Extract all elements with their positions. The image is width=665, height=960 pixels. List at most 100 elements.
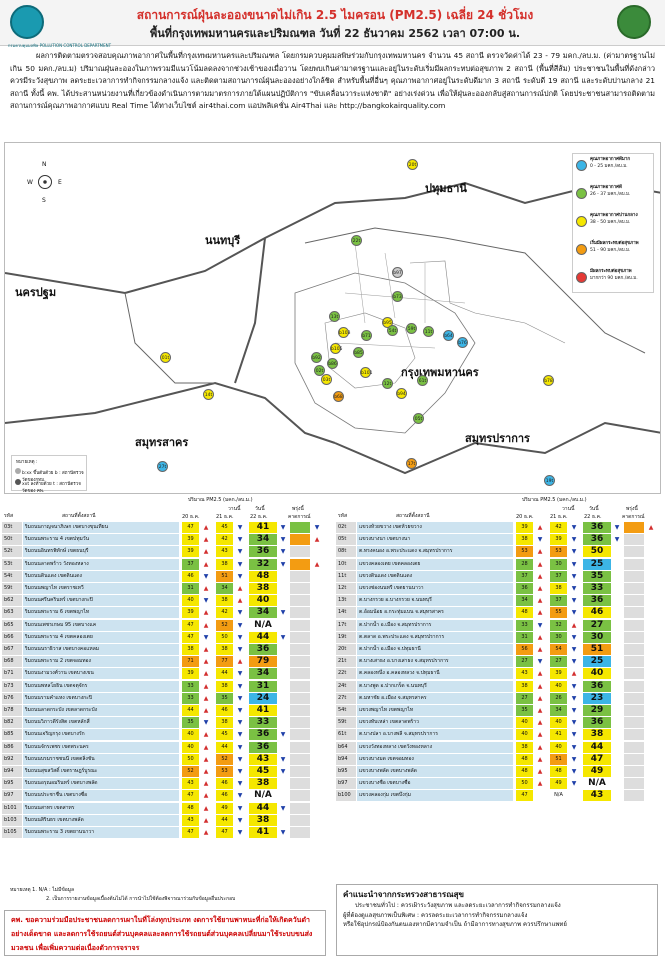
pm-20dec: 27 xyxy=(516,656,533,668)
station-marker-b78: b78 xyxy=(543,375,554,386)
aqi-legend: คุณภาพอากาศดีมาก 0 - 25 มคก./ลบ.ม. คุณภาพอ… xyxy=(572,153,654,293)
forecast-cell xyxy=(290,619,310,631)
compass-e: E xyxy=(58,179,62,186)
station-name: ริมถนนพระราม 4 เขตคลองเตย xyxy=(23,631,179,643)
trend-arrow xyxy=(312,827,322,838)
table-row: b92 ริมถนนบรมราชชนนี เขตตลิ่งชัน 50 ▲ 52 ▼ 43 ▼ xyxy=(2,753,324,766)
trend-arrow: ▲ xyxy=(537,694,543,702)
legend-item: คุณภาพอากาศดี 26 - 37 มคก./ลบ.ม. xyxy=(576,184,654,212)
table-row: b97 ริมถนนประชาชื่น เขตบางซื่อ 47 ▲ 46 ▼ N/A xyxy=(2,790,324,802)
trend-arrow xyxy=(278,717,288,728)
pm-today: 27 xyxy=(583,619,611,631)
legend-range: มากกว่า 90 มคก./ลบ.ม. xyxy=(590,276,638,281)
legend-title: มีผลกระทบต่อสุขภาพ xyxy=(590,269,632,274)
station-name: ริมถนนอินทรพิทักษ์ เขตธนบุรี xyxy=(23,546,179,558)
pm-today: 49 xyxy=(583,766,611,777)
table-row: 19t ต.ตลาด อ.พระประแดง จ.สมุทรปราการ 31 ▲ 30… xyxy=(336,631,658,644)
trend-arrow xyxy=(312,729,322,740)
trend-arrow xyxy=(612,766,622,777)
pm-today: 35 xyxy=(583,570,611,582)
pm-21dec: 51 xyxy=(216,570,233,582)
pcd-warning: คพ. ขอความร่วมมือประชาชนลดการเผาในที่โล่… xyxy=(4,910,326,956)
table-row: b103 ริมถนนสิรินธร เขตบางพลัด 43 ▲ 44 ▼ 38 xyxy=(2,814,324,827)
pm-20dec: 48 xyxy=(182,802,199,814)
trend-arrow xyxy=(312,632,322,643)
trend-arrow: ▼ xyxy=(237,646,243,653)
col-22dec: 22 ธ.ค. xyxy=(584,514,602,520)
forecast-cell xyxy=(624,570,644,582)
station-marker-13t: 13t xyxy=(329,311,340,322)
forecast-cell xyxy=(290,802,310,814)
station-id: 54t xyxy=(336,705,356,716)
pm-today: 36 xyxy=(583,534,611,546)
pm-today: N/A xyxy=(583,778,611,790)
trend-arrow: ▼ xyxy=(237,755,243,763)
station-marker-05t: 05t xyxy=(413,413,424,424)
trend-arrow: ▼ xyxy=(571,719,577,727)
compass-s: S xyxy=(42,197,46,204)
legend-title: คุณภาพอากาศดี xyxy=(590,185,622,190)
table-row: 20t ต.ปากน้ำ อ.เมือง จ.ปทุมธานี 56 ▲ 54 ▼ 51 xyxy=(336,644,658,656)
table-row: b97 แขวงบางซื่อ เขตบางซื่อ 50 ▲ 49 ▼ N/A xyxy=(336,778,658,790)
forecast-cell xyxy=(624,778,644,790)
label-samutsakhon: สมุทรสาคร xyxy=(135,436,189,449)
col-forecast: พรุ่งนี้ xyxy=(626,506,638,512)
pm-21dec: 53 xyxy=(550,546,567,558)
station-name: ต.คลองหนึ่ง อ.คลองหลวง จ.ปทุมธานี xyxy=(357,668,513,680)
pm-20dec: 50 xyxy=(516,778,533,790)
station-name: ริมถนนลาดกระบัง เขตลาดกระบัง xyxy=(23,705,179,716)
station-marker-54t: 54t xyxy=(387,325,398,336)
pm-20dec: 40 xyxy=(516,729,533,741)
table-row: b100 แขวงคลองกุ่ม เขตบึงกุ่ม 47 N/A 43 xyxy=(336,790,658,802)
trend-arrow xyxy=(612,778,622,789)
station-name: ริมถนนบรมราชชนนี เขตตลิ่งชัน xyxy=(23,753,179,765)
station-id: 54t xyxy=(2,570,22,582)
table-row: b66 ริมถนนพระราม 4 เขตคลองเตย 47 ▼ 50 ▼ 44 ▼ xyxy=(2,631,324,644)
trend-arrow: ▼ xyxy=(537,536,543,544)
pm-20dec: 52 xyxy=(182,766,199,777)
station-name: ริมถนนประชาชื่น เขตบางซื่อ xyxy=(23,790,179,802)
trend-arrow xyxy=(312,644,322,655)
station-id: 20t xyxy=(336,644,356,655)
pm-today: 36 xyxy=(583,522,611,533)
trend-arrow: ▲ xyxy=(537,572,543,580)
trend-arrow: ▼ xyxy=(237,768,243,775)
col-forecast2: คาดการณ์ xyxy=(288,514,311,520)
pm-today: 41 xyxy=(249,827,277,838)
trend-arrow: ▼ xyxy=(571,536,577,544)
legend-range: 51 - 90 มคก./ลบ.ม. xyxy=(590,248,631,253)
trend-arrow xyxy=(646,766,656,777)
col-forecast2: คาดการณ์ xyxy=(622,514,645,520)
trend-arrow: ▲ xyxy=(237,597,243,605)
pm-21dec: 45 xyxy=(216,729,233,741)
trend-arrow xyxy=(612,656,622,667)
legend-item: คุณภาพอากาศปานกลาง 38 - 50 มคก./ลบ.ม. xyxy=(576,212,654,240)
trend-arrow: ▲ xyxy=(537,670,543,678)
table-row: 03t ริมถนนกาญจนาภิเษก เขตบางขุนเทียน 47 ▲ 45… xyxy=(2,522,324,534)
station-marker-b97: b97 xyxy=(392,267,403,278)
trend-arrow: ▲ xyxy=(203,658,209,666)
pm-20dec: 39 xyxy=(182,546,199,558)
station-name: แขวงบางซื่อ เขตบางซื่อ xyxy=(357,778,513,790)
legend-range: 26 - 37 มคก./ลบ.ม. xyxy=(590,192,631,197)
pm-20dec: 38 xyxy=(516,680,533,692)
station-name: ต.มหาชัย อ.เมือง จ.สมุทรสาคร xyxy=(357,692,513,704)
trend-arrow: ▼ xyxy=(237,816,243,824)
station-id: b62 xyxy=(2,595,22,607)
pm-21dec: 52 xyxy=(216,753,233,765)
station-id: 13t xyxy=(336,595,356,607)
station-id: b76 xyxy=(2,692,22,704)
trend-arrow: ▼ xyxy=(571,609,577,617)
trend-arrow: ▼ xyxy=(571,572,577,580)
pm-today: 38 xyxy=(249,814,277,826)
trend-arrow: ▼ xyxy=(237,829,243,836)
station-name: ริมถนนศรีนครินทร์ เขตบางกะปิ xyxy=(23,595,179,607)
pm-20dec: 50 xyxy=(182,753,199,765)
table-row: b101 ริมถนนสาทร เขตสาทร 48 ▲ 49 ▼ 44 ▼ xyxy=(2,802,324,815)
pm-today: 23 xyxy=(583,692,611,704)
trend-arrow: ▼ xyxy=(203,597,209,605)
table-header-left: รหัส สถานที่ตั้งสถานี ปริมาณ PM2.5 (มคก.… xyxy=(2,496,324,522)
station-id: 05t xyxy=(336,534,356,546)
table-row: b95 ริมถนนอรุณอมรินทร์ เขตบางพลัด 43 ▲ 46 ▼ 38 xyxy=(2,778,324,790)
advice-protect: หรือใช้อุปกรณ์ป้องกันตนเองหากมีความจำเป็… xyxy=(343,921,567,928)
